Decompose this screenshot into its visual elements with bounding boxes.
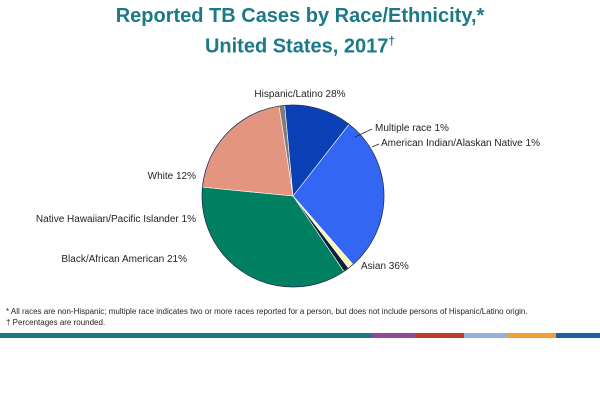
stripe-segment-5 <box>556 333 600 338</box>
stripe-segment-4 <box>508 333 556 338</box>
footnotes: * All races are non-Hispanic; multiple r… <box>6 306 596 328</box>
chart-title-line-2: United States, 2017† <box>0 29 600 60</box>
slice-label-4: Black/African American 21% <box>61 254 187 265</box>
pie-outline <box>201 104 385 288</box>
footnote-2: † Percentages are rounded. <box>6 318 106 327</box>
slice-label-1: Multiple race 1% <box>375 123 449 134</box>
chart-title-line-2-text: United States, 2017 <box>204 35 389 58</box>
stripe-segment-1 <box>372 333 416 338</box>
pie-chart: Hispanic/Latino 28% Multiple race 1% Ameri… <box>36 89 540 288</box>
slice-label-2: American Indian/Alaskan Native 1% <box>381 138 540 149</box>
footnote-1: * All races are non-Hispanic; multiple r… <box>6 307 528 316</box>
chart-title-line-1: Reported TB Cases by Race/Ethnicity,* <box>115 5 485 27</box>
stripe-segment-3 <box>464 333 508 338</box>
stripe-segment-0 <box>0 333 372 338</box>
slice-label-6: White 12% <box>148 171 196 182</box>
chart-title: Reported TB Cases by Race/Ethnicity,* Un… <box>0 4 600 60</box>
slice-label-5: Native Hawaiian/Pacific Islander 1% <box>36 214 196 225</box>
leader-line-1 <box>354 128 373 138</box>
leader-line-2 <box>371 143 380 148</box>
color-stripe <box>0 333 600 338</box>
dagger-mark: † <box>388 34 396 48</box>
pie-slice-4 <box>202 105 294 197</box>
slice-label-0: Hispanic/Latino 28% <box>254 89 345 100</box>
stripe-segment-2 <box>416 333 464 338</box>
slice-label-3: Asian 36% <box>361 261 409 272</box>
